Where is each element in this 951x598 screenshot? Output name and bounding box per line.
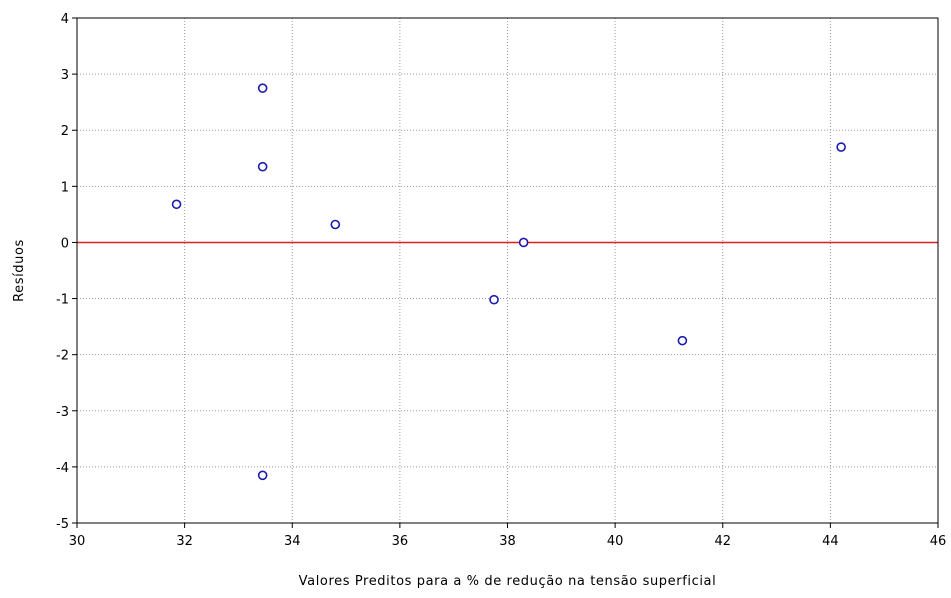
y-tick-label: -2 [56, 349, 69, 364]
y-tick-label: 3 [61, 68, 69, 83]
y-tick-label: -1 [56, 293, 69, 308]
x-tick-label: 46 [930, 534, 947, 549]
data-point [257, 470, 268, 481]
y-tick-label: -5 [56, 517, 69, 532]
y-tick-label: 4 [61, 12, 69, 27]
data-point [257, 83, 268, 93]
y-tick-label: -3 [56, 405, 69, 420]
y-tick-label: 2 [61, 124, 69, 139]
data-point [257, 161, 268, 172]
y-tick-label: 1 [61, 180, 69, 195]
x-tick-label: 40 [607, 534, 624, 549]
x-tick-label: 42 [714, 534, 731, 549]
data-point [171, 199, 182, 210]
data-point [836, 142, 846, 152]
data-point [489, 294, 499, 305]
x-tick-label: 34 [284, 534, 301, 549]
x-axis-title: Valores Preditos para a % de redução na … [299, 574, 717, 589]
data-points [171, 83, 846, 481]
x-tick-label: 44 [822, 534, 839, 549]
x-tick-label: 38 [499, 534, 516, 549]
data-point [518, 237, 529, 248]
grid-lines [77, 18, 938, 523]
y-tick-label: -4 [56, 461, 69, 476]
x-tick-label: 30 [69, 534, 86, 549]
y-tick-label: 0 [61, 236, 69, 251]
y-axis-title: Resíduos [12, 239, 27, 302]
data-point [330, 219, 341, 230]
x-tick-label: 36 [392, 534, 409, 549]
data-point [677, 335, 688, 346]
x-tick-label: 32 [176, 534, 193, 549]
